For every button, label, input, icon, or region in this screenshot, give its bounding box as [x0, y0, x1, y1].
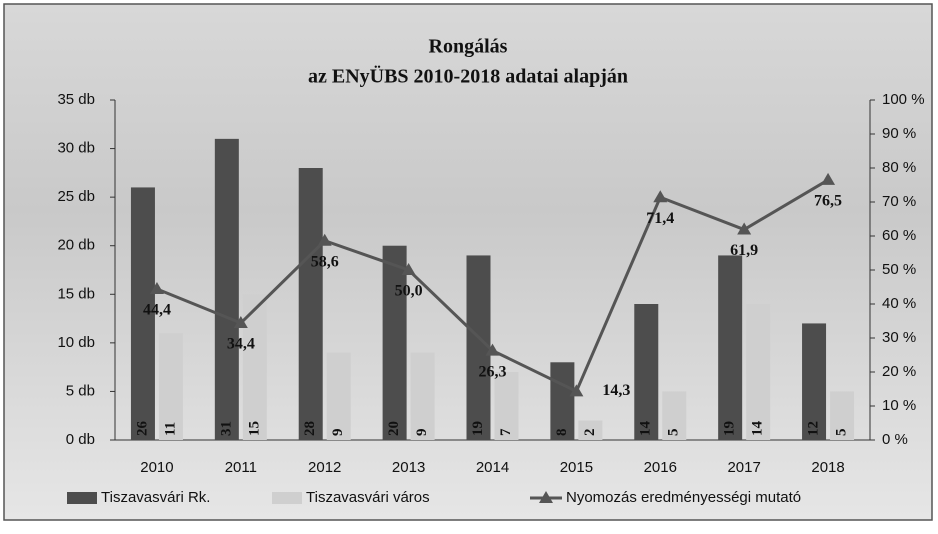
bar-value-label: 9 [414, 429, 430, 437]
bar-value-label: 2 [582, 429, 598, 437]
line-marker [233, 316, 248, 329]
y-tick-label: 15 db [57, 285, 95, 302]
x-tick-label: 2010 [140, 459, 173, 476]
line-value-label: 14,3 [602, 382, 630, 399]
bar [214, 138, 239, 440]
y2-tick-label: 80 % [882, 159, 916, 176]
line-marker [653, 190, 668, 203]
x-tick-label: 2012 [308, 459, 341, 476]
bar-value-label: 26 [134, 421, 150, 437]
line-value-label: 50,0 [395, 283, 423, 300]
bar-value-label: 28 [302, 421, 318, 436]
bar [802, 323, 827, 440]
bar-value-label: 5 [833, 429, 849, 437]
bar-value-label: 31 [218, 421, 234, 436]
x-tick-label: 2015 [560, 459, 593, 476]
bar [746, 304, 771, 440]
line-value-label: 61,9 [730, 242, 758, 259]
y2-tick-label: 10 % [882, 397, 916, 414]
bar [550, 362, 575, 440]
x-tick-label: 2013 [392, 459, 425, 476]
y-tick-label: 35 db [57, 91, 95, 108]
y-tick-label: 5 db [66, 382, 95, 399]
line-marker [149, 282, 164, 295]
bar [830, 391, 855, 440]
line-value-label: 71,4 [646, 210, 674, 227]
y2-tick-label: 60 % [882, 227, 916, 244]
bar [634, 304, 659, 440]
bar [718, 255, 743, 440]
y2-tick-label: 90 % [882, 125, 916, 142]
line-marker [569, 384, 584, 397]
line-marker [821, 172, 836, 185]
bar [494, 372, 519, 440]
y-tick-label: 30 db [57, 140, 95, 157]
chart-title: Rongálás [429, 36, 508, 58]
legend: Tiszavasvári Rk. Tiszavasvári város Nyomoz… [67, 489, 801, 506]
legend-swatch [272, 492, 302, 504]
bar-value-label: 9 [330, 429, 346, 437]
legend-label: Tiszavasvári Rk. [101, 489, 210, 506]
bar [158, 333, 183, 440]
bar [382, 245, 407, 440]
x-tick-label: 2017 [727, 459, 760, 476]
bar [662, 391, 687, 440]
bar-value-label: 19 [722, 421, 738, 436]
bar [578, 420, 603, 440]
line-marker [401, 263, 416, 275]
y-tick-label: 10 db [57, 334, 95, 351]
y2-tick-label: 0 % [882, 431, 908, 448]
line-value-label: 34,4 [227, 336, 255, 353]
y-tick-label: 0 db [66, 431, 95, 448]
legend-marker [539, 491, 553, 503]
bar-value-label: 11 [162, 422, 178, 436]
legend-label: Nyomozás eredményességi mutató [566, 489, 801, 506]
y2-tick-label: 40 % [882, 295, 916, 312]
line-value-label: 26,3 [479, 363, 507, 380]
line-value-label: 44,4 [143, 302, 171, 319]
bar-value-label: 19 [470, 421, 486, 436]
bar [130, 187, 155, 440]
legend-swatch [67, 492, 97, 504]
x-tick-label: 2014 [476, 459, 509, 476]
bar-value-label: 15 [246, 421, 262, 436]
bar [298, 168, 323, 440]
y2-tick-label: 20 % [882, 363, 916, 380]
x-tick-label: 2011 [225, 459, 257, 476]
legend-label: Tiszavasvári város [306, 489, 430, 506]
bar-value-label: 5 [666, 429, 682, 437]
y2-tick-label: 30 % [882, 329, 916, 346]
y2-tick-label: 100 % [882, 91, 925, 108]
line-marker [485, 343, 500, 356]
x-tick-label: 2018 [811, 459, 844, 476]
bar [466, 255, 491, 440]
bar-value-label: 14 [638, 421, 654, 437]
bar [326, 352, 351, 440]
bar [410, 352, 435, 440]
bar-value-label: 14 [750, 421, 766, 437]
bar [242, 294, 267, 440]
y2-tick-label: 50 % [882, 261, 916, 278]
x-tick-label: 2016 [644, 459, 677, 476]
y-tick-label: 25 db [57, 188, 95, 205]
line-marker [737, 222, 752, 235]
y2-tick-label: 70 % [882, 193, 916, 210]
bar-value-label: 20 [386, 421, 402, 436]
chart-subtitle: az ENyÜBS 2010-2018 adatai alapján [308, 65, 628, 88]
bar-value-label: 8 [554, 429, 570, 437]
line-value-label: 76,5 [814, 193, 842, 210]
bar-value-label: 7 [498, 428, 514, 436]
y-tick-label: 20 db [57, 237, 95, 254]
bar-value-label: 12 [805, 421, 821, 436]
line-marker [317, 233, 332, 246]
line-value-label: 58,6 [311, 253, 339, 270]
